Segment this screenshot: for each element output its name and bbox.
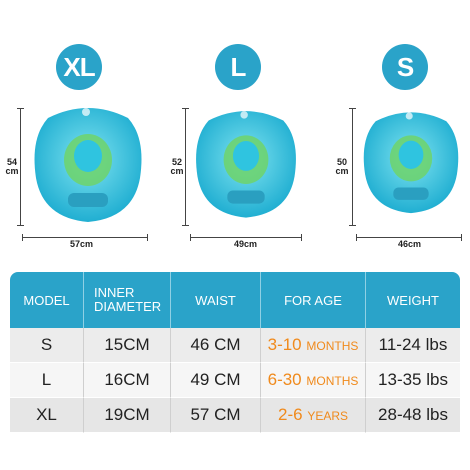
cell-inner: 19CM (84, 398, 171, 433)
height-value-l: 52 (171, 157, 182, 167)
cell-age: 3-10 MONTHS (261, 328, 366, 363)
size-badge-s: S (382, 44, 428, 90)
table-row: S 15CM 46 CM 3-10 MONTHS 11-24 lbs (10, 328, 460, 363)
header-model: MODEL (10, 272, 84, 328)
height-label-s: 50 cm (334, 158, 350, 176)
age-unit: MONTHS (306, 339, 359, 353)
cell-model: XL (10, 398, 84, 433)
height-label-xl: 54 cm (4, 158, 20, 176)
height-value-xl: 54 (6, 157, 17, 167)
cell-weight: 13-35 lbs (366, 363, 460, 398)
width-label-xl: 57cm (68, 239, 96, 249)
cell-inner: 15CM (84, 328, 171, 363)
height-unit-l: cm (170, 166, 184, 176)
height-dim-line-xl (17, 108, 24, 226)
swim-float-s-image (363, 112, 459, 214)
age-unit: YEARS (307, 409, 348, 423)
height-unit-xl: cm (5, 166, 19, 176)
age-number: 2-6 (278, 405, 303, 424)
cell-weight: 28-48 lbs (366, 398, 460, 433)
cell-waist: 49 CM (171, 363, 261, 398)
cell-inner: 16CM (84, 363, 171, 398)
cell-weight: 11-24 lbs (366, 328, 460, 363)
cell-model: L (10, 363, 84, 398)
cell-age: 6-30 MONTHS (261, 363, 366, 398)
size-badge-l: L (215, 44, 261, 90)
width-dim-line-s (356, 234, 462, 241)
age-number: 6-30 (267, 370, 302, 389)
age-unit: MONTHS (306, 374, 359, 388)
header-waist: WAIST (171, 272, 261, 328)
width-dim-line-l (190, 234, 302, 241)
size-badge-xl: XL (56, 44, 102, 90)
width-label-s: 46cm (396, 239, 424, 249)
header-inner-diameter: INNER DIAMETER (84, 272, 171, 328)
width-label-l: 49cm (232, 239, 260, 249)
width-dim-line-xl (22, 234, 148, 241)
table-header-row: MODEL INNER DIAMETER WAIST FOR AGE WEIGH… (10, 272, 460, 328)
height-unit-s: cm (335, 166, 349, 176)
cell-waist: 57 CM (171, 398, 261, 433)
cell-waist: 46 CM (171, 328, 261, 363)
header-for-age: FOR AGE (261, 272, 366, 328)
height-value-s: 50 (336, 157, 347, 167)
size-spec-table: MODEL INNER DIAMETER WAIST FOR AGE WEIGH… (10, 272, 460, 433)
cell-model: S (10, 328, 84, 363)
height-dim-line-s (349, 108, 356, 226)
height-label-l: 52 cm (169, 158, 185, 176)
swim-float-l-image (196, 111, 296, 218)
table-row: L 16CM 49 CM 6-30 MONTHS 13-35 lbs (10, 363, 460, 398)
cell-age: 2-6 YEARS (261, 398, 366, 433)
table-row: XL 19CM 57 CM 2-6 YEARS 28-48 lbs (10, 398, 460, 433)
header-weight: WEIGHT (366, 272, 460, 328)
swim-float-xl-image (34, 108, 142, 222)
age-number: 3-10 (267, 335, 302, 354)
height-dim-line-l (182, 108, 189, 226)
